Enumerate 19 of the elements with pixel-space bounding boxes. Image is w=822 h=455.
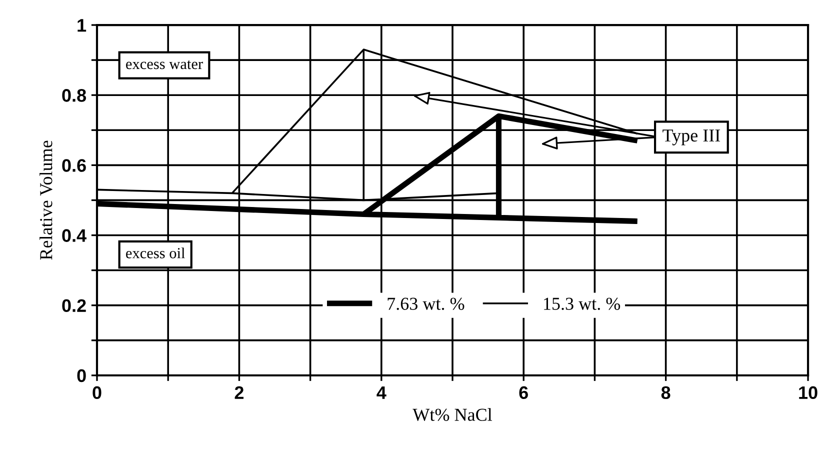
- y-tick-label: 0.2: [62, 299, 86, 312]
- x-axis-title: Wt% NaCl: [412, 408, 492, 421]
- x-tick-label: 8: [661, 386, 670, 400]
- y-axis-title: Relative Volume: [40, 140, 52, 260]
- y-tick-label: 0.8: [62, 89, 86, 102]
- x-tick-label: 4: [376, 386, 386, 399]
- x-tick-label: 10: [799, 386, 818, 400]
- annotation: excess oil: [126, 248, 185, 258]
- y-tick-label: 0: [77, 369, 86, 382]
- y-tick-label: 0.4: [62, 229, 86, 242]
- legend-label: 7.63 wt. %: [388, 298, 464, 310]
- annotation: excess water: [126, 60, 203, 70]
- legend-label: 15.3 wt. %: [544, 298, 620, 310]
- x-tick-label: 0: [92, 386, 102, 400]
- y-tick-label: 0.6: [62, 159, 86, 172]
- y-tick-label: 1: [78, 19, 86, 32]
- annotation: Type III: [662, 130, 720, 146]
- x-tick-label: 2: [234, 386, 244, 399]
- x-tick-label: 6: [519, 386, 528, 400]
